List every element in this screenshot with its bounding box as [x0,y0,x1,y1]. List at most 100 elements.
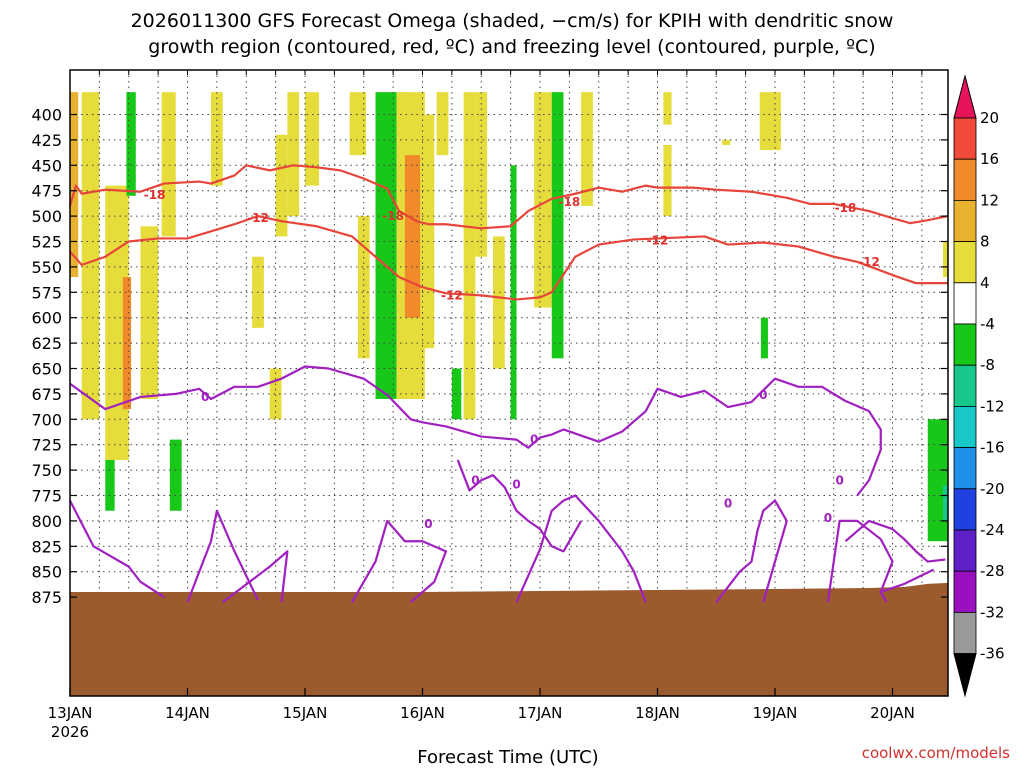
x-tick-label: 20JAN [870,704,915,722]
freezing-level-contour [69,365,882,497]
colorbar-label: -36 [980,645,1005,663]
x-tick-label: 13JAN [48,704,93,722]
colorbar-label: -32 [980,603,1005,621]
colorbar-label: -12 [980,397,1005,415]
colorbar-bin [953,447,977,490]
y-tick-label: 475 [31,182,62,201]
colorbar-bottom-arrow [953,653,977,698]
y-tick-label: 825 [31,537,62,556]
y-tick-label: 500 [31,207,62,226]
colorbar-label: -28 [980,562,1005,580]
dgz-contour--12 [69,215,948,301]
omega-cell-12 [287,92,300,217]
colorbar-bin [953,570,977,613]
y-tick-label: 675 [31,385,62,404]
contour-label: 0 [424,517,432,531]
contour-label: -18 [144,188,166,202]
omega-cell-11 [269,368,282,420]
contour-label: -12 [441,288,463,302]
omega-cell-14 [275,134,288,237]
dgz-contour--18 [68,164,949,230]
y-tick-label: 775 [31,487,62,506]
y-tick-label: 700 [31,410,62,429]
contour-label: -18 [835,201,857,215]
x-tick-label: 19JAN [753,704,798,722]
omega-cell-35 [759,92,781,151]
contour-label: 0 [512,477,520,491]
omega-cell-28 [510,165,517,420]
omega-cell-25 [475,92,488,257]
colorbar-bin [953,529,977,572]
y-tick-label: 550 [31,258,62,277]
colorbar-bin [953,323,977,366]
colorbar-bin [953,364,977,407]
omega-cell-27 [493,236,505,369]
y-tick-label: 725 [31,436,62,455]
freezing-level-contour [222,550,289,604]
colorbar-bin [953,282,977,325]
freezing-level-contour [186,509,259,603]
omega-cell-8 [105,459,115,511]
y-tick-label: 875 [31,588,62,607]
contour-label-layer: -18 -12 -18 -12 -18 -12 -18 -12 0 0 0 0 0 0 0 0 0 [144,188,880,531]
y-tick-label: 575 [31,283,62,302]
omega-cell-3 [122,277,132,410]
omega-cell-21 [404,155,421,318]
y-tick-label: 425 [31,131,62,150]
contour-label: 0 [724,497,732,511]
omega-shading-layer [70,92,948,542]
y-tick-label: 800 [31,512,62,531]
colorbar-label: 12 [980,191,999,209]
contour-label: 0 [824,511,832,525]
contour-label: 0 [471,473,479,487]
y-tick-label: 600 [31,309,62,328]
omega-cell-34 [722,139,731,145]
plot-frame [69,69,949,697]
freezing-level-contour [880,568,935,594]
freezing-level-contour [715,499,788,603]
colorbar-bin [953,241,977,284]
freezing-level-contour [515,494,647,603]
contour-label: 0 [201,390,209,404]
contour-label: -12 [647,233,669,247]
colorbar-label: -20 [980,480,1005,498]
chart-title-line-1: 2026011300 GFS Forecast Omega (shaded, −… [131,10,894,32]
contour-label: 0 [835,473,843,487]
x-axis-year: 2026 [51,723,89,741]
contour-label: -18 [559,195,581,209]
freezing-level-contour [69,500,165,599]
omega-cell-24 [463,92,476,420]
omega-cell-6 [161,92,176,237]
omega-cell-7 [169,439,182,511]
omega-cell-36 [760,317,768,359]
colorbar-bin [953,158,977,201]
omega-cell-16 [357,216,370,359]
colorbar-bin [953,405,977,448]
y-tick-label: 750 [31,461,62,480]
contour-label: 0 [759,388,767,402]
ground-layer [70,582,948,696]
omega-cell-23 [436,92,449,156]
freezing-level-contour [351,519,448,604]
colorbar-top-arrow [953,74,977,119]
omega-cell-37 [927,419,948,542]
omega-cell-13 [305,92,320,186]
colorbar-bin [953,117,977,160]
x-tick-label: 18JAN [635,704,680,722]
y-axis: 400 425 450 475 500 525 550 575 600 625 650 675 700 7… [31,106,948,607]
colorbar-label: -24 [980,521,1005,539]
y-tick-label: 525 [31,233,62,252]
y-tick-label: 850 [31,563,62,582]
colorbar-label: -4 [980,315,995,333]
freezing-level-contour [826,519,894,603]
colorbar-label: 8 [980,233,990,251]
omega-cell-18 [375,92,397,399]
omega-cell-15 [349,92,367,156]
y-tick-label: 650 [31,360,62,379]
omega-cell-4 [126,92,136,196]
omega-cell-30 [551,92,564,359]
contour-label: -12 [858,255,880,269]
y-tick-label: 400 [31,106,62,125]
contour-label: -12 [247,211,269,225]
colorbar-label: -16 [980,439,1005,457]
